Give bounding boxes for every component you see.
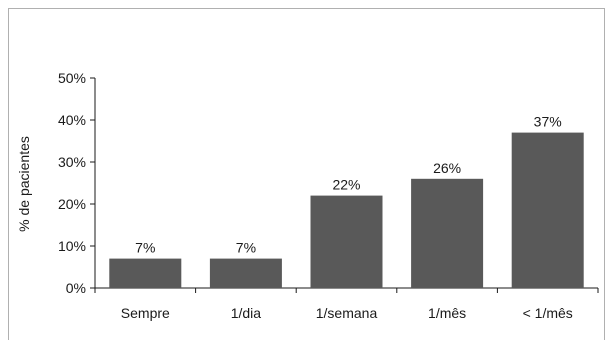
y-tick-label: 50% — [58, 70, 86, 86]
x-category-label: < 1/mês — [523, 305, 573, 321]
chart-frame — [8, 8, 605, 340]
bar-value-label: 22% — [332, 177, 360, 193]
bar — [411, 178, 484, 288]
bar — [310, 195, 383, 288]
bar — [109, 258, 182, 288]
bar-value-label: 7% — [236, 240, 256, 256]
bar-value-label: 26% — [433, 160, 461, 176]
x-category-label: 1/mês — [428, 305, 466, 321]
x-category-label: 1/semana — [316, 305, 378, 321]
y-tick-label: 40% — [58, 112, 86, 128]
y-axis-title: % de pacientes — [16, 136, 32, 232]
bar — [511, 132, 584, 288]
x-category-label: 1/dia — [231, 305, 262, 321]
y-tick-label: 30% — [58, 154, 86, 170]
bar-value-label: 7% — [135, 240, 155, 256]
y-tick-label: 10% — [58, 238, 86, 254]
bar-value-label: 37% — [534, 114, 562, 130]
x-category-label: Sempre — [121, 305, 170, 321]
y-tick-label: 20% — [58, 196, 86, 212]
y-tick-label: 0% — [66, 280, 86, 296]
bar — [209, 258, 282, 288]
